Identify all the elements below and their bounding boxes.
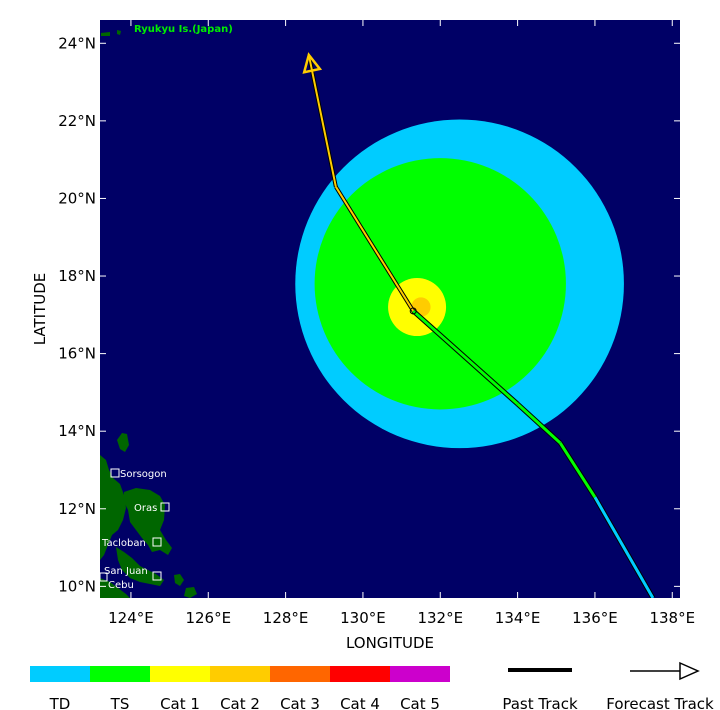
legend-swatch <box>150 666 210 682</box>
legend-swatch <box>330 666 390 682</box>
legend-category-label: TD <box>49 695 71 710</box>
forecast-track-legend: Forecast Track <box>606 661 714 710</box>
city-marker-sorsogon <box>110 468 120 478</box>
legend-swatch <box>390 666 450 682</box>
ryukyu-islets <box>101 30 121 36</box>
city-label-san-juan: San Juan <box>104 566 148 577</box>
x-axis-title: LONGITUDE <box>346 634 434 652</box>
forecast-track-legend-label: Forecast Track <box>606 695 714 710</box>
lon-tick-label: 130°E <box>340 609 386 627</box>
past-track-segment <box>558 442 597 498</box>
lon-tick-label: 132°E <box>417 609 463 627</box>
legend-category-label: Cat 5 <box>400 695 440 710</box>
city-marker-oras <box>160 502 170 512</box>
legend-category-label: TS <box>110 695 130 710</box>
legend-category-label: Cat 1 <box>160 695 200 710</box>
past-track-legend-label: Past Track <box>502 695 578 710</box>
y-axis-title: LATITUDE <box>31 273 49 346</box>
legend-category-label: Cat 4 <box>340 695 380 710</box>
city-label-cebu: Cebu <box>108 580 134 591</box>
city-markers: Sorsogon Oras Tacloban San Juan Cebu <box>100 468 170 591</box>
lat-tick-label: 14°N <box>58 422 96 440</box>
legend-swatch <box>90 666 150 682</box>
past-track-segment <box>516 402 562 444</box>
lat-tick-label: 16°N <box>58 345 96 363</box>
ts-wind-radius <box>314 158 566 410</box>
city-label-tacloban: Tacloban <box>101 538 146 549</box>
lat-tick-label: 22°N <box>58 112 96 130</box>
past-track-segment <box>412 309 519 406</box>
city-marker-tacloban <box>152 537 162 547</box>
map-axes: 124°E 126°E 128°E 130°E 132°E 134°E 136°E 138°E… <box>58 20 695 627</box>
city-marker-san-juan <box>152 571 162 581</box>
past-track-legend: Past Track <box>502 668 578 710</box>
forecast-track-legend-arrowhead <box>679 661 700 681</box>
forecast-track-arrowhead <box>302 52 323 74</box>
legend-swatch <box>210 666 270 682</box>
lat-tick-label: 12°N <box>58 500 96 518</box>
legend-category-label: Cat 2 <box>220 695 260 710</box>
lon-tick-label: 138°E <box>649 609 695 627</box>
lat-tick-label: 10°N <box>58 577 96 595</box>
lon-tick-label: 124°E <box>108 609 154 627</box>
lon-tick-label: 134°E <box>495 609 541 627</box>
current-position-marker <box>409 307 417 315</box>
region-label-ryukyu: Ryukyu Is.(Japan) <box>134 24 233 35</box>
lon-tick-label: 128°E <box>263 609 309 627</box>
legend-swatch <box>30 666 90 682</box>
storm-track <box>302 52 656 598</box>
lat-tick-label: 24°N <box>58 34 96 52</box>
city-label-oras: Oras <box>134 503 157 514</box>
forecast-track-segment <box>335 186 415 312</box>
legend-category-label: Cat 3 <box>280 695 320 710</box>
intensity-legend: TD TS Cat 1 Cat 2 Cat 3 Cat 4 Cat 5 <box>30 666 450 710</box>
lon-tick-label: 126°E <box>185 609 231 627</box>
lon-tick-label: 136°E <box>572 609 618 627</box>
past-track-segment <box>593 496 655 598</box>
lat-tick-label: 20°N <box>58 189 96 207</box>
city-label-sorsogon: Sorsogon <box>120 469 167 480</box>
forecast-track-segment <box>307 54 337 188</box>
legend-swatch <box>270 666 330 682</box>
city-marker-cebu <box>100 572 108 582</box>
lat-tick-label: 18°N <box>58 267 96 285</box>
